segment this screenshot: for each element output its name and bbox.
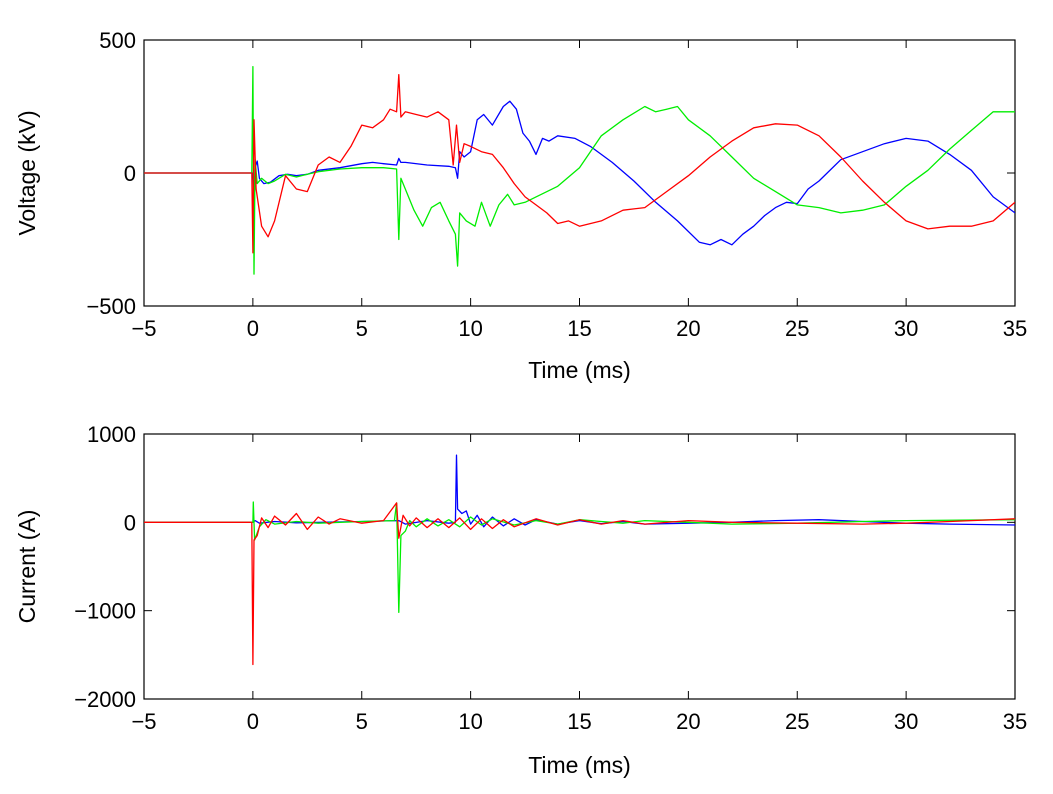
current-xtick-label: 30 bbox=[894, 709, 918, 734]
current-series-line bbox=[144, 501, 1015, 614]
current-chart: −5 0 5 10 15 20 25 30 35 −2000 −1000 0 1000 Time (ms)… bbox=[14, 422, 1027, 778]
current-xtick-label: 25 bbox=[785, 709, 809, 734]
current-series-group bbox=[144, 454, 1015, 666]
current-plot-frame bbox=[143, 433, 1016, 700]
voltage-series-line bbox=[144, 73, 1015, 254]
voltage-xtick-label: −5 bbox=[131, 316, 156, 341]
current-ytick-label: 1000 bbox=[87, 422, 136, 447]
voltage-series-line bbox=[144, 65, 1015, 275]
current-xtick-label: 0 bbox=[247, 709, 259, 734]
current-y-axis-label: Current (A) bbox=[14, 510, 40, 624]
current-xtick-label: 5 bbox=[356, 709, 368, 734]
voltage-plot-frame bbox=[143, 39, 1016, 307]
current-x-axis-label: Time (ms) bbox=[528, 752, 631, 778]
voltage-xtick-label: 30 bbox=[894, 316, 918, 341]
current-xtick-label: 35 bbox=[1003, 709, 1027, 734]
voltage-xtick-label: 25 bbox=[785, 316, 809, 341]
current-xtick-label: 15 bbox=[567, 709, 591, 734]
voltage-y-axis-label: Voltage (kV) bbox=[14, 110, 40, 235]
current-ytick-label: −1000 bbox=[74, 599, 136, 624]
voltage-xtick-label: 5 bbox=[356, 316, 368, 341]
voltage-xtick-label: 0 bbox=[247, 316, 259, 341]
voltage-xtick-label: 35 bbox=[1003, 316, 1027, 341]
voltage-ytick-label: −500 bbox=[86, 294, 136, 319]
current-series-line bbox=[144, 502, 1015, 666]
current-ytick-label: −2000 bbox=[74, 687, 136, 712]
current-ytick-label: 0 bbox=[124, 510, 136, 535]
voltage-ytick-label: 500 bbox=[99, 28, 136, 53]
voltage-series-group bbox=[144, 65, 1015, 275]
voltage-xtick-label: 10 bbox=[458, 316, 482, 341]
voltage-ytick-label: 0 bbox=[124, 161, 136, 186]
voltage-xtick-label: 15 bbox=[567, 316, 591, 341]
voltage-chart: −5 0 5 10 15 20 25 30 35 −500 0 500 Time (ms) Voltage… bbox=[14, 28, 1027, 383]
voltage-xtick-label: 20 bbox=[676, 316, 700, 341]
current-xtick-label: 20 bbox=[676, 709, 700, 734]
current-xtick-label: 10 bbox=[458, 709, 482, 734]
voltage-x-axis-label: Time (ms) bbox=[528, 357, 631, 383]
current-xtick-label: −5 bbox=[131, 709, 156, 734]
